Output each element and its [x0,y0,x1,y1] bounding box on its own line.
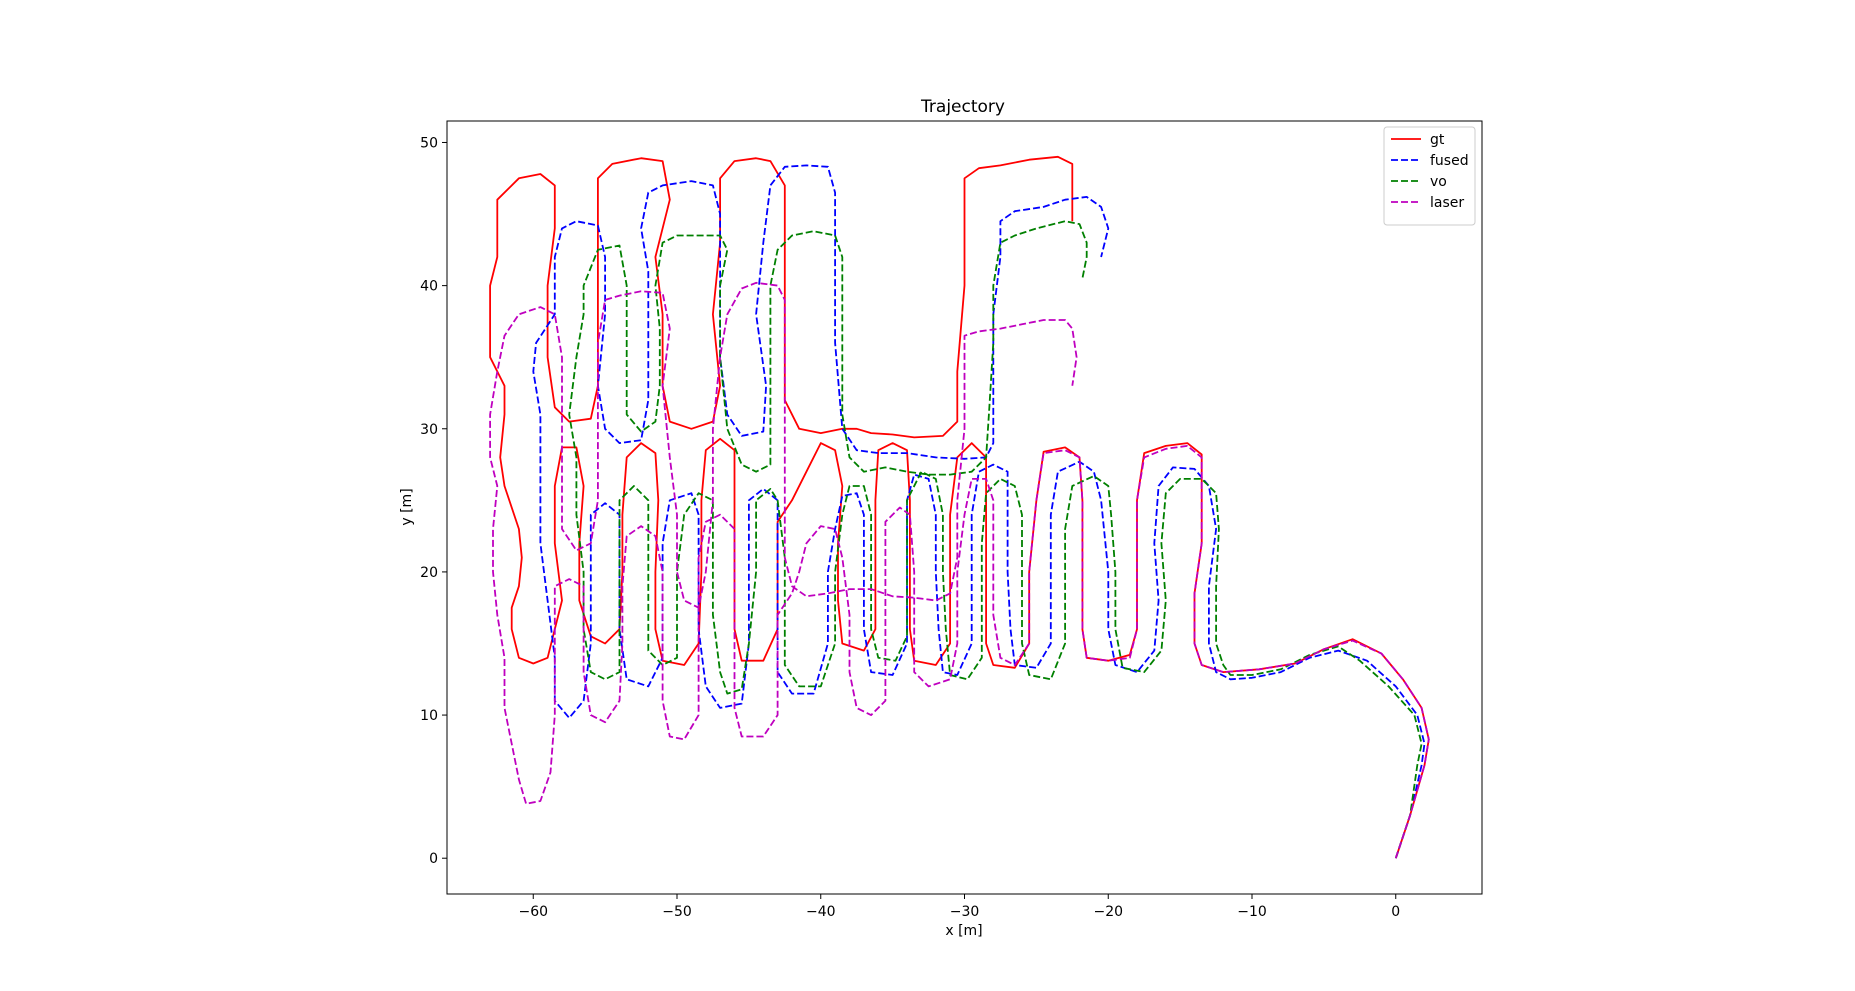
x-axis: −60 −50 −40 −30 −20 −10 0 [518,894,1400,920]
y-axis: 0 10 20 30 40 50 [420,135,447,867]
x-tick-label: −50 [662,904,692,920]
series-line-laser [489,281,1430,859]
y-tick-label: 50 [420,135,438,151]
y-axis-label: y [m] [399,488,415,525]
y-tick-label: 10 [420,708,438,724]
legend: gt fused vo laser [1383,126,1476,226]
y-tick-label: 40 [420,279,438,295]
series-line-fused [532,164,1426,859]
y-tick-label: 30 [420,422,438,438]
x-tick-label: −10 [1237,904,1267,920]
series-line-vo [568,220,1423,859]
x-tick-label: −30 [950,904,980,920]
legend-label-vo: vo [1430,174,1447,190]
x-tick-label: −60 [518,904,548,920]
legend-label-gt: gt [1430,132,1445,148]
chart-title: Trajectory [920,97,1005,117]
legend-label-laser: laser [1430,195,1464,211]
x-tick-label: −40 [806,904,836,920]
legend-box [1383,126,1476,226]
legend-label-fused: fused [1430,153,1469,169]
x-tick-label: 0 [1391,904,1400,920]
x-axis-label: x [m] [945,923,982,939]
x-tick-label: −20 [1093,904,1123,920]
y-tick-label: 0 [429,851,438,867]
y-tick-label: 20 [420,565,438,581]
series-layer [489,155,1430,859]
